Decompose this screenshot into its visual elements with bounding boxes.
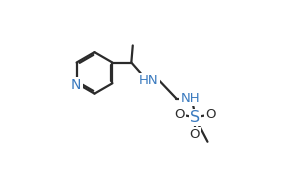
Text: NH: NH (180, 92, 200, 105)
Text: O: O (190, 128, 200, 141)
Text: N: N (71, 78, 81, 92)
Text: O: O (205, 108, 216, 121)
Text: O: O (174, 108, 185, 121)
Text: HN: HN (139, 74, 159, 87)
Text: S: S (190, 110, 200, 125)
